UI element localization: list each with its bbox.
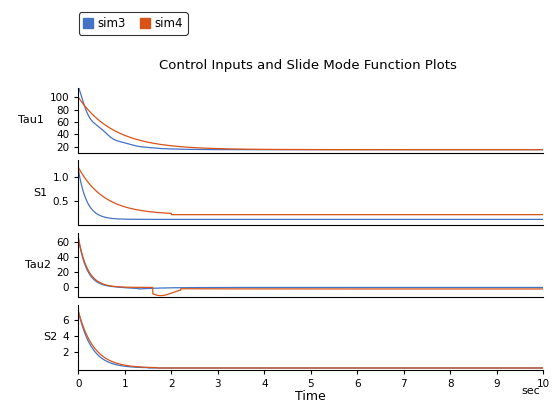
Y-axis label: Tau2: Tau2 bbox=[25, 260, 51, 270]
Text: Control Inputs and Slide Mode Function Plots: Control Inputs and Slide Mode Function P… bbox=[159, 59, 457, 71]
Y-axis label: S2: S2 bbox=[43, 332, 57, 342]
Y-axis label: S1: S1 bbox=[33, 188, 47, 198]
Legend: sim3, sim4: sim3, sim4 bbox=[79, 12, 188, 34]
Y-axis label: Tau1: Tau1 bbox=[18, 116, 44, 126]
X-axis label: Time: Time bbox=[296, 390, 326, 403]
Text: sec: sec bbox=[522, 386, 540, 396]
